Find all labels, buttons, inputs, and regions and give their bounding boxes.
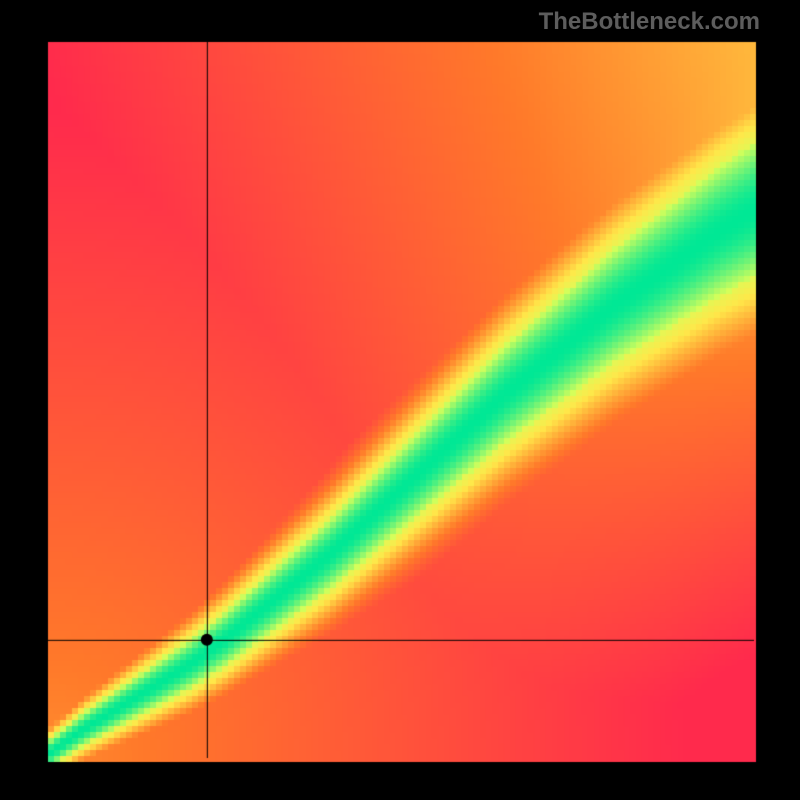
watermark-text: TheBottleneck.com [539, 8, 760, 36]
heatmap-canvas [0, 0, 800, 800]
chart-container: TheBottleneck.com [0, 0, 800, 800]
